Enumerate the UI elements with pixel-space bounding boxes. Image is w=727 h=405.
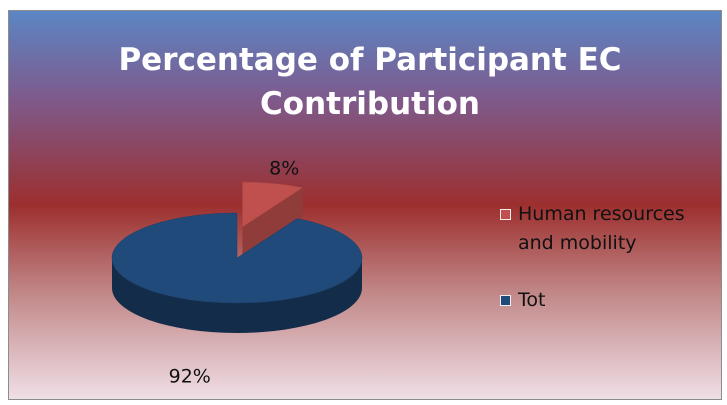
pie-slice: [111, 212, 363, 333]
chart-area: [8, 10, 722, 400]
chart-title: Percentage of Participant EC Contributio…: [118, 42, 622, 122]
slice-top: [111, 212, 363, 304]
legend-swatch: [500, 295, 511, 306]
slice-face: [242, 187, 303, 258]
slice-side: [112, 258, 362, 333]
legend-label: Tot: [518, 289, 546, 311]
pie-slice: [242, 181, 304, 258]
data-label: 92%: [169, 366, 211, 388]
legend-label: Human resources and mobility: [518, 203, 685, 254]
slice-top: [242, 181, 304, 228]
legend-swatch: [500, 209, 511, 220]
data-label: 8%: [269, 157, 299, 179]
